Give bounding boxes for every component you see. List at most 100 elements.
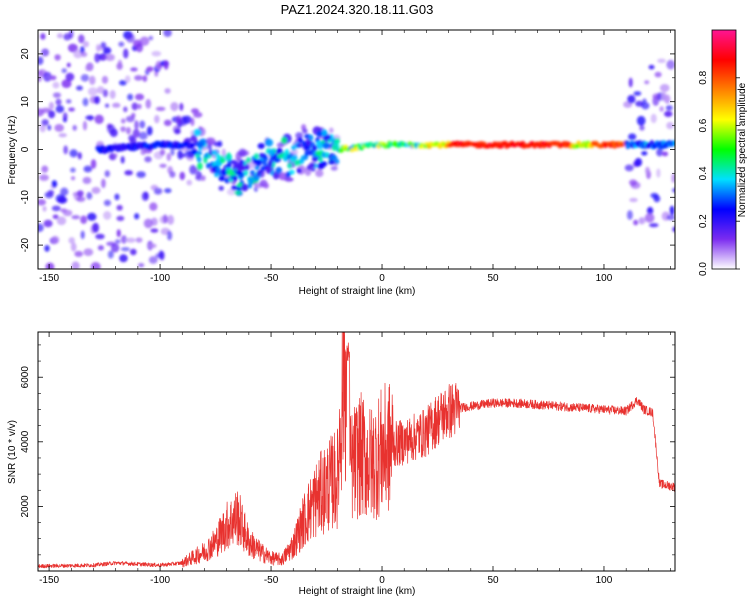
spectrogram-cell: [55, 105, 65, 113]
spectrogram-cell: [86, 62, 94, 72]
spectrogram-cell: [61, 79, 72, 89]
spectrogram-cell: [110, 243, 120, 253]
spectrogram-cell: [118, 41, 125, 47]
spectrogram-cell: [315, 150, 322, 157]
x-tick-label: 0: [379, 575, 385, 586]
spectrogram-cell: [120, 247, 130, 252]
spectrogram-cell: [258, 152, 264, 158]
spectrogram-cell: [330, 165, 338, 171]
spectrogram-cell: [669, 205, 675, 216]
spectrogram-cell: [237, 161, 244, 170]
y-tick-label: -20: [20, 237, 31, 252]
spectrogram-cell: [69, 149, 78, 158]
spectrogram-cell: [349, 147, 355, 152]
spectrogram-cell: [49, 75, 57, 81]
spectrogram-cell: [134, 213, 140, 220]
spectrogram-cell: [112, 102, 121, 108]
spectrogram-cell: [126, 33, 135, 43]
y-tick-label: -10: [20, 190, 31, 205]
spectrogram-cell: [97, 245, 105, 251]
spectrogram-cell: [666, 214, 675, 221]
spectrogram-cell: [232, 175, 238, 182]
spectrogram-cell: [149, 202, 158, 211]
x-tick-label: -150: [39, 575, 59, 586]
y-tick-label: 20: [20, 48, 31, 60]
spectrogram-cell: [196, 141, 205, 148]
spectrogram-cell: [190, 134, 198, 143]
spectrogram-cell: [126, 127, 131, 135]
spectrogram-cell: [335, 137, 341, 144]
spectrogram-cell: [125, 237, 136, 243]
spectrogram-cell: [163, 119, 172, 127]
spectrogram-cell: [80, 74, 90, 82]
spectrogram-cell: [48, 101, 55, 110]
spectrogram-cell: [659, 106, 664, 112]
x-tick-label: 50: [487, 273, 499, 284]
spectrogram-cell: [240, 183, 249, 192]
spectrogram-cell: [166, 230, 173, 241]
spectrogram-cell: [179, 171, 186, 181]
spectrogram-cell: [226, 168, 235, 177]
spectrogram-cell: [256, 170, 261, 177]
spectrogram-cell: [101, 178, 106, 189]
spectrogram-cell: [82, 120, 88, 131]
spectrogram-cell: [66, 62, 71, 68]
spectrogram-cell: [76, 196, 86, 203]
snr-panel: -150 -100 -50 0 50 100 2000 4000 6000 Height of…: [7, 331, 676, 597]
spectrogram-cell: [641, 102, 650, 110]
spectrogram-cell: [284, 177, 294, 182]
spectrogram-cell: [40, 33, 46, 40]
spectrogram-cell: [263, 182, 270, 189]
spectrogram-cell: [190, 117, 195, 127]
colorbar-tick-label: 0.2: [698, 214, 709, 228]
spectrogram-cell: [205, 162, 211, 169]
spectrogram-cell: [51, 180, 58, 188]
spectrogram-cell: [659, 83, 670, 92]
spectrogram-cell: [65, 99, 72, 104]
spectrogram-cell: [86, 191, 93, 200]
spectrogram-cell: [76, 85, 83, 91]
spectrogram-cell: [96, 86, 105, 94]
spectrogram-cell: [179, 102, 184, 111]
spectrogram-cell: [624, 164, 634, 172]
spectrogram-cell: [218, 175, 226, 182]
spectrogram-cell: [192, 148, 198, 155]
spectrogram-cell: [182, 115, 192, 124]
spectrogram-cell: [87, 212, 97, 221]
spectrogram-cell: [154, 114, 160, 124]
spectrogram-cell: [243, 170, 249, 177]
spectrogram-cell: [93, 95, 100, 105]
spectrogram-cell: [662, 151, 669, 157]
spectrogram-cell: [221, 148, 226, 158]
spectrogram-cell: [642, 98, 647, 104]
spectrogram-cell: [291, 144, 297, 151]
spectrogram-cell: [267, 160, 273, 168]
spectrogram-cell: [80, 51, 88, 58]
spectrogram-cell: [41, 48, 50, 57]
spectrogram-cell: [628, 133, 637, 141]
spectrogram-cell: [107, 250, 114, 259]
spectrogram-cell: [151, 50, 162, 57]
snr-x-label: Height of straight line (km): [299, 586, 416, 597]
spectrogram-cell: [148, 256, 158, 264]
spectrogram-cell: [71, 215, 81, 220]
spectrogram-cell: [124, 170, 133, 176]
y-tick-label: 6000: [20, 366, 31, 389]
spectrogram-cell: [226, 152, 232, 161]
spectrogram-cell: [641, 151, 648, 156]
spectrogram-cell: [308, 134, 314, 141]
y-tick-label: 2000: [20, 495, 31, 518]
spectrogram-cell: [87, 87, 98, 96]
x-tick-label: -50: [264, 575, 279, 586]
spectrogram-cell: [130, 67, 138, 72]
spectrogram-cell: [234, 190, 242, 196]
spectrogram-cell: [90, 159, 97, 169]
spectrogram-cell: [82, 176, 92, 185]
spectrogram-cell: [119, 80, 127, 86]
snr-y-axis: 2000 4000 6000: [20, 344, 675, 572]
spectrogram-cell: [311, 157, 319, 162]
spectrogram-cell: [122, 48, 129, 59]
spectrogram-cell: [57, 196, 68, 204]
spectrogram-cell: [215, 167, 221, 172]
spectrogram-cell: [63, 145, 68, 155]
